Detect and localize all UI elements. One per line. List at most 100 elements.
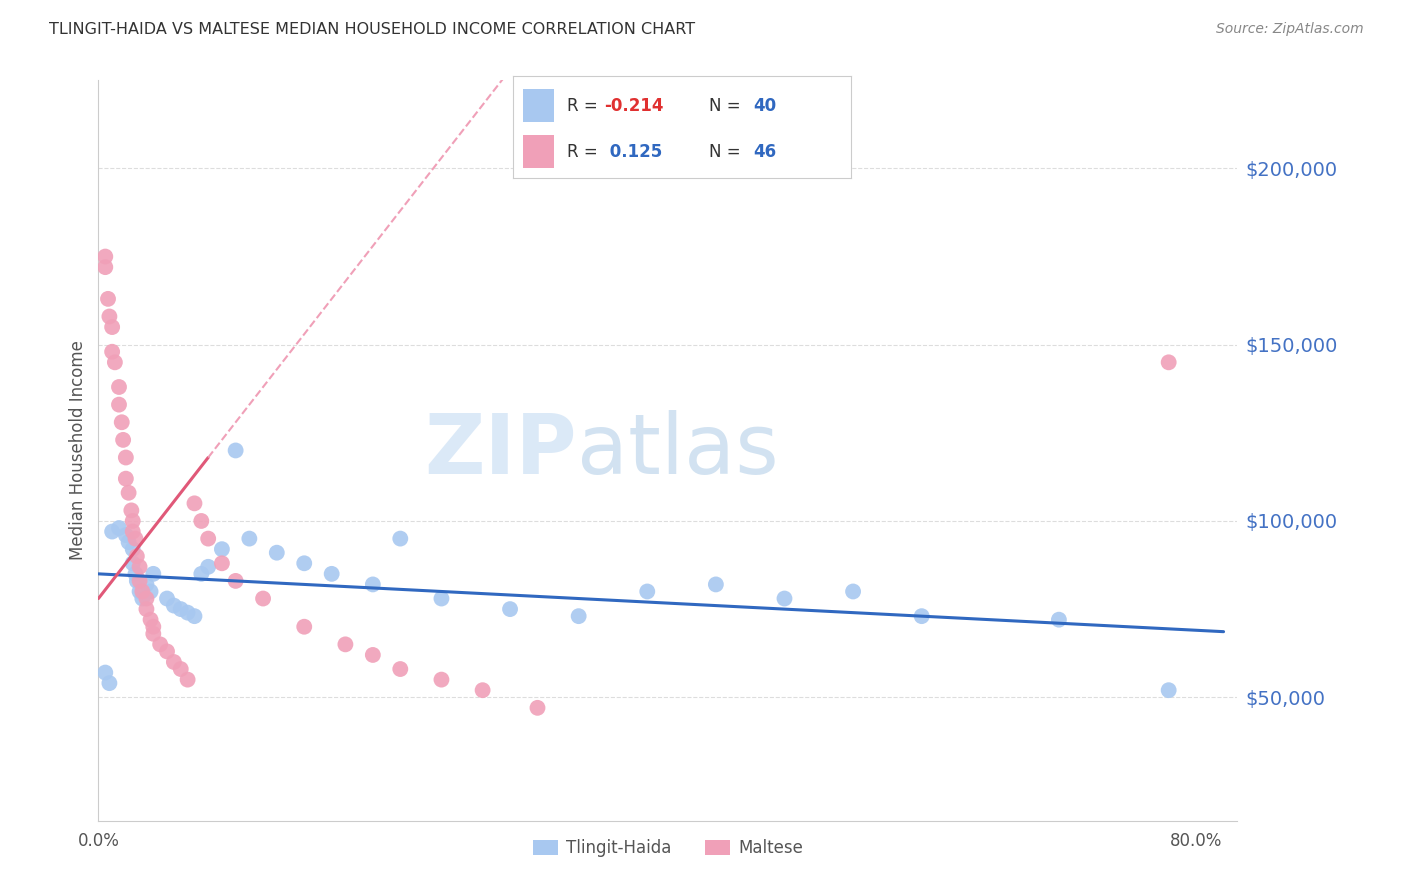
Point [98, 310, 121, 324]
Point [197, 559, 219, 574]
Point [149, 637, 172, 651]
Point [163, 599, 186, 613]
Point [361, 577, 384, 591]
Point [125, 549, 148, 564]
Point [115, 450, 138, 465]
Point [252, 591, 274, 606]
Point [211, 556, 233, 570]
Legend: Tlingit-Haida, Maltese: Tlingit-Haida, Maltese [526, 833, 810, 864]
Point [266, 546, 288, 560]
Point [139, 584, 162, 599]
Point [430, 591, 453, 606]
Point [499, 602, 522, 616]
Point [117, 535, 139, 549]
Point [636, 584, 658, 599]
Point [430, 673, 453, 687]
Point [842, 584, 865, 599]
Point [292, 556, 315, 570]
Point [389, 532, 412, 546]
Text: Source: ZipAtlas.com: Source: ZipAtlas.com [1216, 22, 1364, 37]
Point [176, 673, 198, 687]
Point [170, 662, 193, 676]
Point [389, 662, 412, 676]
Point [94, 250, 117, 264]
Text: N =: N = [709, 96, 745, 114]
Point [911, 609, 934, 624]
Point [104, 355, 127, 369]
Point [97, 292, 120, 306]
Point [361, 648, 384, 662]
Point [121, 556, 143, 570]
Point [704, 577, 727, 591]
Point [101, 524, 124, 539]
Point [292, 620, 315, 634]
Point [101, 320, 124, 334]
Point [94, 260, 117, 274]
Point [124, 566, 146, 581]
Point [121, 514, 143, 528]
Y-axis label: Median Household Income: Median Household Income [69, 341, 87, 560]
Text: 46: 46 [752, 143, 776, 161]
Point [142, 627, 165, 641]
Point [526, 701, 548, 715]
Text: R =: R = [567, 96, 603, 114]
FancyBboxPatch shape [523, 89, 554, 122]
Point [115, 472, 138, 486]
FancyBboxPatch shape [523, 136, 554, 168]
Point [321, 566, 343, 581]
Point [121, 542, 143, 557]
Point [112, 433, 135, 447]
Point [135, 602, 157, 616]
Text: R =: R = [567, 143, 603, 161]
Point [163, 655, 186, 669]
Text: 40: 40 [752, 96, 776, 114]
Point [124, 532, 146, 546]
Point [568, 609, 591, 624]
Point [142, 620, 165, 634]
Point [183, 609, 205, 624]
Point [115, 528, 138, 542]
Point [211, 542, 233, 557]
Text: -0.214: -0.214 [605, 96, 664, 114]
Point [128, 559, 150, 574]
Point [176, 606, 198, 620]
Point [225, 443, 247, 458]
Text: N =: N = [709, 143, 745, 161]
Point [1157, 683, 1180, 698]
Point [238, 532, 260, 546]
Text: 0.125: 0.125 [605, 143, 662, 161]
Point [139, 613, 162, 627]
Point [128, 584, 150, 599]
Point [108, 380, 131, 394]
Point [183, 496, 205, 510]
Point [170, 602, 193, 616]
Point [225, 574, 247, 588]
Point [111, 415, 134, 429]
Point [108, 398, 131, 412]
Point [190, 566, 212, 581]
Point [335, 637, 357, 651]
Point [120, 503, 142, 517]
Point [117, 485, 139, 500]
Point [125, 574, 148, 588]
Point [142, 566, 165, 581]
Point [471, 683, 494, 698]
Point [131, 591, 153, 606]
Point [135, 591, 157, 606]
Point [131, 584, 153, 599]
Text: atlas: atlas [576, 410, 779, 491]
Point [190, 514, 212, 528]
Point [773, 591, 796, 606]
Point [94, 665, 117, 680]
Point [197, 532, 219, 546]
Point [101, 344, 124, 359]
Point [121, 524, 143, 539]
Point [98, 676, 121, 690]
Point [108, 521, 131, 535]
Point [1047, 613, 1070, 627]
Text: TLINGIT-HAIDA VS MALTESE MEDIAN HOUSEHOLD INCOME CORRELATION CHART: TLINGIT-HAIDA VS MALTESE MEDIAN HOUSEHOL… [49, 22, 696, 37]
Point [1157, 355, 1180, 369]
Point [135, 577, 157, 591]
Point [156, 644, 179, 658]
Point [128, 574, 150, 588]
